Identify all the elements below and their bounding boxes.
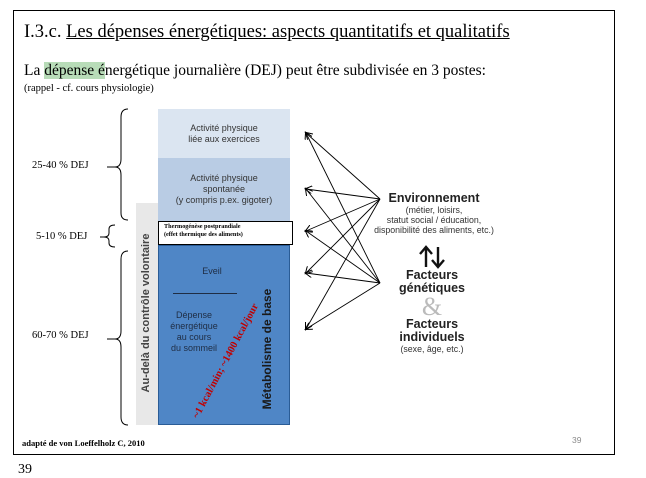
environment-block: Environnement (métier, loisirs, statut s… <box>369 191 499 235</box>
box2-line1: Activité physique <box>190 173 258 183</box>
bracket-activity <box>114 108 129 221</box>
intro-highlight: dépense é <box>44 62 105 79</box>
environment-sub3: disponibilité des aliments, etc.) <box>374 225 494 235</box>
bracket-thermogenesis <box>103 224 116 248</box>
range-label-thermogenesis: 5-10 % DEJ <box>36 231 88 242</box>
label-eveil: Eveil <box>202 266 222 276</box>
intro-rest: nergétique journalière (DEJ) peut être s… <box>104 62 486 79</box>
genetic-block: Facteurs génétiques <box>382 269 482 295</box>
individual-line2: individuels <box>399 330 465 344</box>
individual-sub: (sexe, âge, etc.) <box>400 344 464 354</box>
slide-number: 39 <box>572 435 582 445</box>
diagram-lines <box>100 108 445 426</box>
intro-note: (rappel - cf. cours physiologie) <box>24 83 154 94</box>
title-code: I.3.c. <box>24 22 62 42</box>
box-thermogenesis: Thermogénèse postprandiale (effet thermi… <box>158 221 293 245</box>
box-spontaneous-activity: Activité physique spontanée (y compris p… <box>158 158 290 221</box>
sommeil-line2: énergétique <box>170 321 218 331</box>
box3-line2: (effet thermique des aliments) <box>164 231 243 238</box>
page-number: 39 <box>18 462 32 477</box>
range-label-basal: 60-70 % DEJ <box>32 330 89 341</box>
environment-sub1: (métier, loisirs, <box>405 205 463 215</box>
genetic-line1: Facteurs <box>405 268 459 282</box>
bracket-basal <box>114 250 129 426</box>
title-text: Les dépenses énergétiques: aspects quant… <box>66 22 510 42</box>
box-basal-metabolism: Eveil Dépense énergétique au cours du so… <box>158 245 290 425</box>
eveil-divider <box>173 293 237 294</box>
intro-prefix: La <box>24 62 45 79</box>
source-citation: adapté de von Loeffelholz C, 2010 <box>22 438 145 448</box>
individual-block: Facteurs individuels (sexe, âge, etc.) <box>382 317 482 355</box>
up-down-arrows-icon <box>419 245 445 269</box>
environment-title: Environnement <box>388 191 480 205</box>
slide-title: I.3.c. Les dépenses énergétiques: aspect… <box>24 22 510 43</box>
environment-sub2: statut social / éducation, <box>386 215 482 225</box>
sommeil-line1: Dépense <box>175 310 213 320</box>
sommeil-line4: du sommeil <box>170 343 217 353</box>
influence-arrows <box>306 133 381 329</box>
slide: I.3.c. Les dépenses énergétiques: aspect… <box>13 10 615 455</box>
box2-line2: spontanée <box>202 184 246 194</box>
box2-line3: (y compris p.ex. gigoter) <box>175 195 273 205</box>
sommeil-line3: au cours <box>176 332 212 342</box>
box3-line1: Thermogénèse postprandiale <box>164 223 241 230</box>
range-label-activity: 25-40 % DEJ <box>32 160 89 171</box>
voluntary-control-band <box>136 203 158 425</box>
box1-line2: liée aux exercices <box>188 134 260 144</box>
individual-line1: Facteurs <box>405 317 459 331</box>
genetic-line2: génétiques <box>399 281 465 295</box>
intro-sentence: La dépense énergétique journalière (DEJ)… <box>24 62 486 80</box>
box-exercise-activity: Activité physique liée aux exercices <box>158 109 290 158</box>
ampersand: & <box>421 292 443 321</box>
box1-line1: Activité physique <box>190 123 258 133</box>
